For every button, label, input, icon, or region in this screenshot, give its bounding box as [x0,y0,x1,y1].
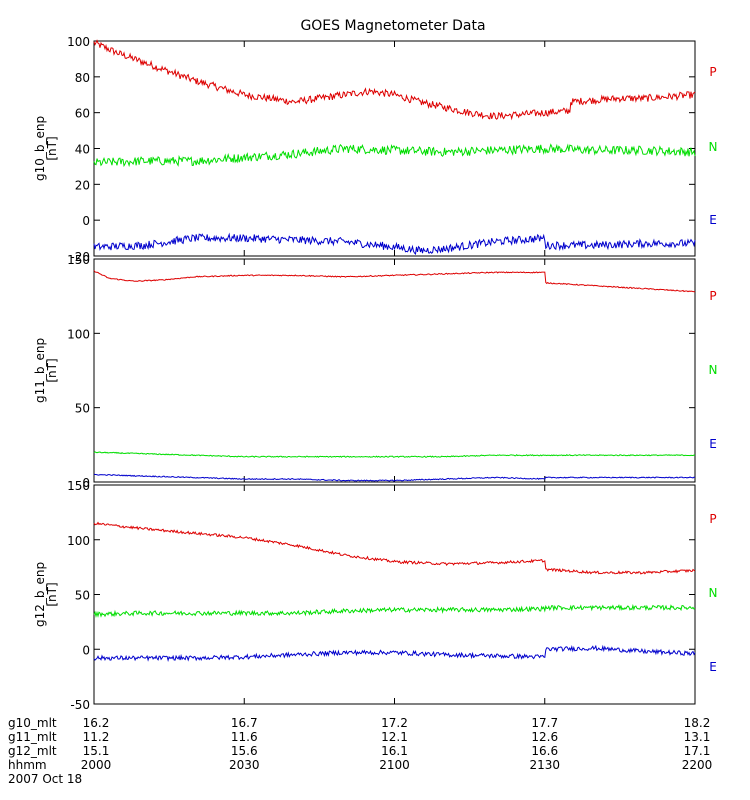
series-line-P [93,270,696,293]
legend-label-P: P [709,65,716,79]
y-axis-unit: [nT] [45,358,59,382]
footer-value: 16.7 [231,716,258,730]
y-tick-label: 0 [82,214,90,228]
footer-value: 17.7 [531,716,558,730]
footer-value: 11.6 [231,730,258,744]
legend-label-E: E [709,437,717,451]
y-tick-label: 100 [67,534,90,548]
panel-1: -20 0 20 40 60 80 100 g10_b_enp[nT] P N E [33,35,717,264]
footer-value: 16.2 [83,716,110,730]
footer-value: 16.6 [531,744,558,758]
y-tick-label: 50 [75,402,90,416]
series-line-E [93,473,696,482]
footer-date: 2007 Oct 18 [8,772,82,786]
legend-label-N: N [709,140,718,154]
chart-title: GOES Magnetometer Data [300,18,485,34]
series-line-P [93,39,696,121]
y-tick-label: 100 [67,35,90,49]
series-line-E [93,232,696,256]
legend-label-N: N [709,363,718,377]
legend-label-P: P [709,512,716,526]
y-axis-label: g10_b_enp [33,116,47,181]
y-tick-label: 150 [67,479,90,493]
footer-value: 2000 [81,758,112,772]
series-line-N [93,143,696,168]
series-line-N [93,451,696,458]
legend-label-N: N [709,586,718,600]
legend-label-E: E [709,660,717,674]
footer-value: 2100 [379,758,410,772]
series-line-E [93,644,696,662]
legend-label-P: P [709,289,716,303]
panel-frame [93,40,696,257]
panel-3: -50 0 50 100 150 g12_b_enp[nT] P N E [33,479,717,712]
panels-group: -20020406080100g10_b_enp[nT]PNE050100150… [33,35,717,712]
y-tick-label: 150 [67,253,90,267]
panel-frame [93,484,696,705]
y-tick-label: 40 [75,143,90,157]
footer-value: 17.2 [381,716,408,730]
footer-group: g10_mlt 16.2 16.7 17.2 17.7 18.2 g11_mlt 11.2 11… [8,716,712,786]
footer-row-label: g12_mlt [8,744,57,758]
y-tick-label: 20 [75,178,90,192]
y-tick-label: -20 [70,250,90,264]
y-tick-label: 50 [75,589,90,603]
footer-value: 2130 [529,758,560,772]
footer-value: 17.1 [684,744,711,758]
footer-value: 13.1 [684,730,711,744]
y-axis-label: g12_b_enp [33,562,47,627]
y-tick-label: -50 [70,698,90,712]
y-tick-label: 80 [75,71,90,85]
footer-value: 2030 [229,758,260,772]
series-line-N [93,603,696,619]
footer-value: 15.6 [231,744,258,758]
footer-value: 18.2 [684,716,711,730]
y-axis-unit: [nT] [45,582,59,606]
footer-value: 16.1 [381,744,408,758]
panel-frame [93,258,696,483]
y-tick-label: 60 [75,107,90,121]
footer-value: 12.6 [531,730,558,744]
y-tick-label: 0 [82,643,90,657]
footer-row-label: g10_mlt [8,716,57,730]
legend-label-E: E [709,213,717,227]
footer-value: 2200 [682,758,713,772]
footer-value: 12.1 [381,730,408,744]
footer-value: 11.2 [83,730,110,744]
y-tick-label: 100 [67,327,90,341]
y-tick-label: 0 [82,476,90,490]
panel-2: 0 50 100 150 g11_b_enp[nT] P N E [33,253,717,490]
footer-value: 15.1 [83,744,110,758]
y-axis-label: g11_b_enp [33,338,47,403]
footer-row-label: hhmm [8,758,47,772]
y-axis-unit: [nT] [45,136,59,160]
series-line-P [93,521,696,575]
footer-row-label: g11_mlt [8,730,57,744]
